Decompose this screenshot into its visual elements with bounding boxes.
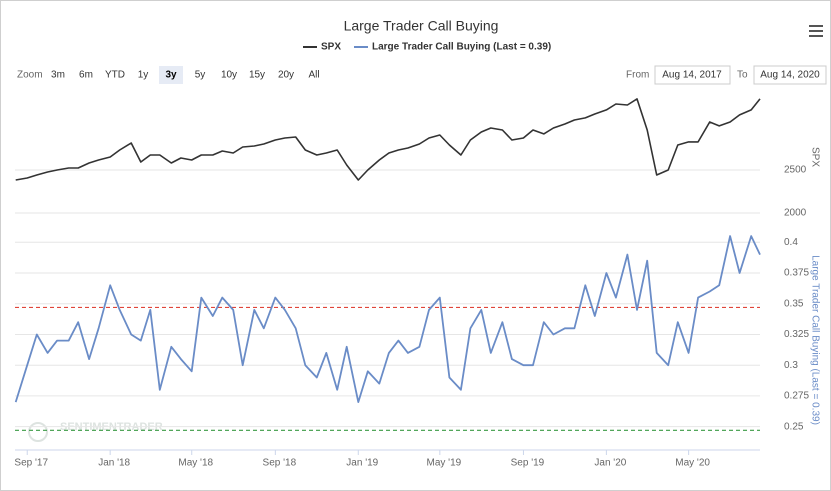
range-button[interactable]: YTD bbox=[105, 70, 125, 81]
y-tick-label: 0.35 bbox=[784, 298, 804, 309]
to-value[interactable]: Aug 14, 2020 bbox=[760, 70, 820, 81]
y-tick-label: 0.4 bbox=[784, 237, 798, 248]
to-label: To bbox=[737, 70, 748, 81]
y-axis-title: SPX bbox=[809, 147, 820, 167]
x-tick-label: Sep '18 bbox=[263, 458, 297, 469]
x-tick-label: May '20 bbox=[675, 458, 710, 469]
y2-axis-title: Large Trader Call Buying (Last = 0.39) bbox=[809, 255, 820, 425]
menu-bar bbox=[809, 25, 823, 27]
range-button[interactable]: 3y bbox=[165, 70, 177, 81]
range-button[interactable]: 10y bbox=[221, 70, 237, 81]
x-tick-label: Sep '19 bbox=[511, 458, 545, 469]
menu-bar bbox=[809, 30, 823, 32]
range-button[interactable]: 6m bbox=[79, 70, 93, 81]
y-tick-label: 0.25 bbox=[784, 421, 804, 432]
range-button-selected[interactable] bbox=[159, 66, 183, 84]
x-tick-label: Jan '18 bbox=[98, 458, 130, 469]
x-tick-label: May '18 bbox=[178, 458, 213, 469]
from-input[interactable] bbox=[654, 65, 731, 85]
x-tick-label: Jan '20 bbox=[594, 458, 626, 469]
legend-label: SPX bbox=[321, 42, 341, 53]
from-value[interactable]: Aug 14, 2017 bbox=[662, 70, 722, 81]
range-button[interactable]: 3m bbox=[51, 70, 65, 81]
to-input[interactable] bbox=[753, 65, 827, 85]
x-tick-label: Sep '17 bbox=[14, 458, 48, 469]
y-tick-label: 2500 bbox=[784, 165, 807, 176]
legend-label: Large Trader Call Buying (Last = 0.39) bbox=[372, 42, 551, 53]
menu-button[interactable] bbox=[809, 25, 823, 37]
range-button[interactable]: 5y bbox=[195, 70, 206, 81]
series-line bbox=[15, 98, 761, 181]
y-tick-label: 2000 bbox=[784, 208, 807, 219]
range-button[interactable]: 20y bbox=[278, 70, 294, 81]
range-button[interactable]: All bbox=[308, 70, 319, 81]
series-line bbox=[14, 235, 761, 403]
menu-bar bbox=[809, 35, 823, 37]
y-tick-label: 0.275 bbox=[784, 391, 809, 402]
y-tick-label: 0.375 bbox=[784, 268, 809, 279]
from-label: From bbox=[626, 70, 649, 81]
y-tick-label: 0.3 bbox=[784, 360, 798, 371]
y-tick-label: 0.325 bbox=[784, 329, 809, 340]
chart-title: Large Trader Call Buying bbox=[344, 18, 499, 34]
watermark-icon bbox=[28, 422, 48, 442]
range-button[interactable]: 15y bbox=[249, 70, 265, 81]
x-tick-label: May '19 bbox=[426, 458, 461, 469]
x-tick-label: Jan '19 bbox=[346, 458, 378, 469]
range-button[interactable]: 1y bbox=[138, 70, 149, 81]
zoom-label: Zoom bbox=[17, 70, 43, 81]
